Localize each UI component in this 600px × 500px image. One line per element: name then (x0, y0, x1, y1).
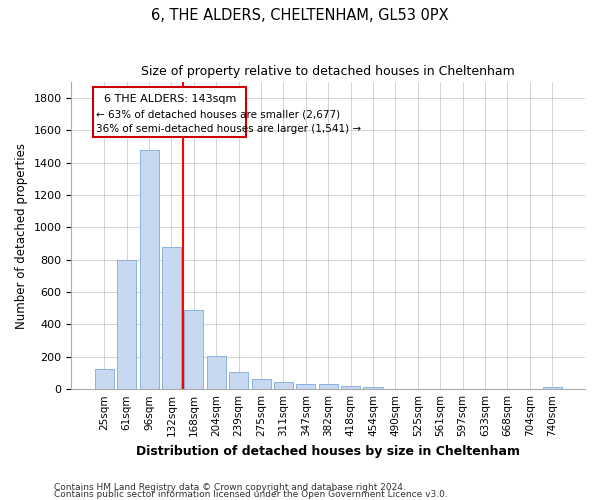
Bar (319, 384, 338, 389)
Bar (93, 87, 247, 137)
Bar (140, 150, 158, 389)
Bar (95, 369, 114, 389)
Bar (542, 387, 562, 389)
Text: ← 63% of detached houses are smaller (2,677): ← 63% of detached houses are smaller (2,… (97, 110, 341, 120)
Y-axis label: Number of detached properties: Number of detached properties (15, 142, 28, 328)
Bar (296, 384, 316, 389)
Bar (229, 372, 248, 389)
Bar (341, 386, 360, 389)
X-axis label: Distribution of detached houses by size in Cheltenham: Distribution of detached houses by size … (136, 444, 520, 458)
Text: Contains public sector information licensed under the Open Government Licence v3: Contains public sector information licen… (54, 490, 448, 499)
Title: Size of property relative to detached houses in Cheltenham: Size of property relative to detached ho… (142, 65, 515, 78)
Text: 6, THE ALDERS, CHELTENHAM, GL53 0PX: 6, THE ALDERS, CHELTENHAM, GL53 0PX (151, 8, 449, 22)
Text: 6 THE ALDERS: 143sqm: 6 THE ALDERS: 143sqm (104, 94, 236, 104)
Bar (364, 387, 383, 389)
Text: 36% of semi-detached houses are larger (1,541) →: 36% of semi-detached houses are larger (… (97, 124, 362, 134)
Bar (162, 247, 181, 389)
Bar (117, 260, 136, 389)
Text: Contains HM Land Registry data © Crown copyright and database right 2024.: Contains HM Land Registry data © Crown c… (54, 484, 406, 492)
Bar (207, 356, 226, 389)
Bar (274, 382, 293, 389)
Bar (184, 310, 203, 389)
Bar (251, 378, 271, 389)
